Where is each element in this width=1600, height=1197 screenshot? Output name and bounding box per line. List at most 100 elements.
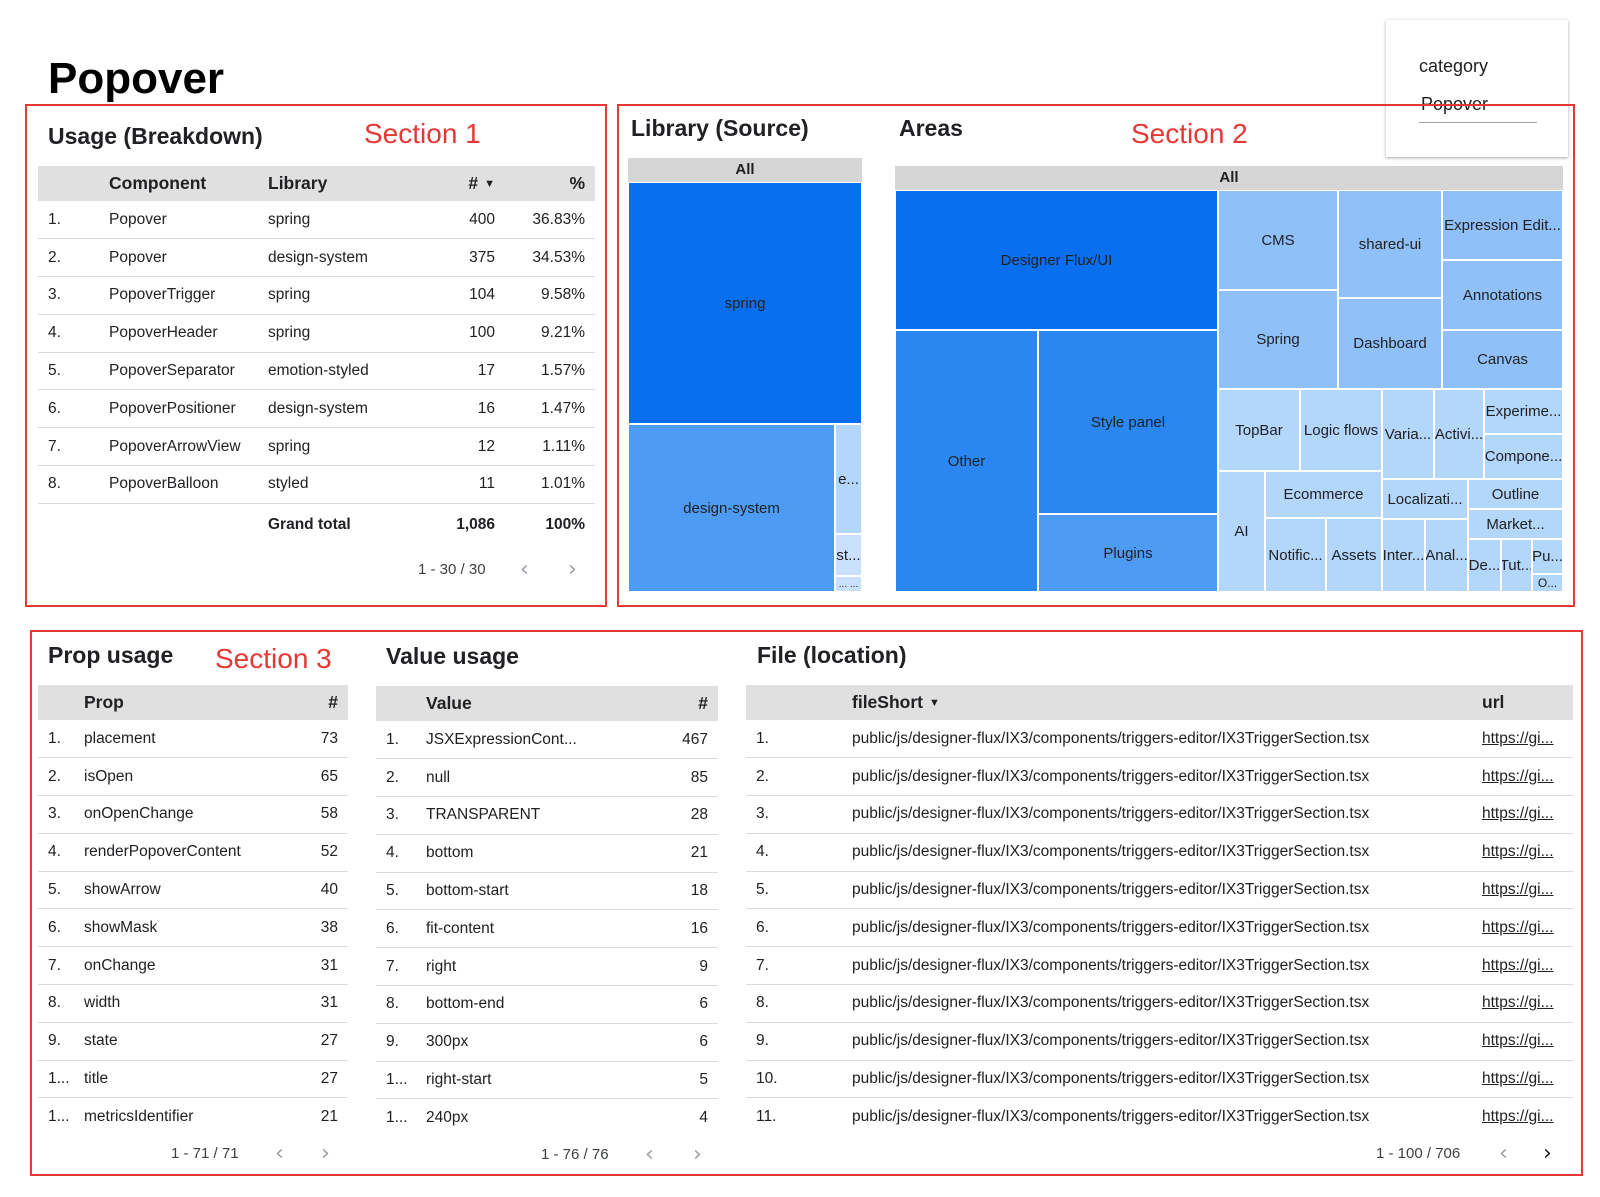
url-link[interactable]: https://gi... — [1482, 720, 1573, 759]
table-row[interactable]: 5. showArrow 40 — [38, 871, 348, 910]
table-row[interactable]: 2. Popover design-system 375 34.53% — [38, 238, 595, 278]
treemap-tile-dashboard[interactable]: Dashboard — [1338, 298, 1442, 389]
file-header-url[interactable]: url — [1482, 692, 1505, 712]
treemap-tile-cms[interactable]: CMS — [1218, 190, 1338, 290]
table-row[interactable]: 1. public/js/designer-flux/IX3/components… — [746, 720, 1573, 759]
table-row[interactable]: 3. PopoverTrigger spring 104 9.58% — [38, 276, 595, 315]
treemap-tile-designer-flux[interactable]: Designer Flux/UI — [895, 190, 1218, 330]
treemap-tile-de[interactable]: De... — [1468, 539, 1501, 592]
url-link[interactable]: https://gi... — [1482, 757, 1573, 797]
treemap-tile-notific[interactable]: Notific... — [1265, 518, 1326, 592]
chevron-right-icon[interactable]: › — [1543, 1141, 1552, 1166]
table-row[interactable]: 7. right 9 — [376, 947, 718, 987]
table-row[interactable]: 6. fit-content 16 — [376, 909, 718, 949]
url-link[interactable]: https://gi... — [1482, 908, 1573, 948]
treemap-tile-assets[interactable]: Assets — [1326, 518, 1382, 592]
table-row[interactable]: 2. isOpen 65 — [38, 757, 348, 797]
treemap-tile-expression-edit[interactable]: Expression Edit... — [1442, 190, 1563, 260]
treemap-tile-anal[interactable]: Anal... — [1425, 519, 1468, 592]
treemap-tile-shared-ui[interactable]: shared-ui — [1338, 190, 1442, 298]
table-row[interactable]: 1. Popover spring 400 36.83% — [38, 201, 595, 240]
table-row[interactable]: 2. public/js/designer-flux/IX3/components… — [746, 757, 1573, 797]
table-row[interactable]: 11. public/js/designer-flux/IX3/component… — [746, 1097, 1573, 1131]
chevron-left-icon[interactable]: ‹ — [520, 557, 529, 582]
table-row[interactable]: 9. public/js/designer-flux/IX3/components… — [746, 1022, 1573, 1061]
treemap-tile-spring[interactable]: Spring — [1218, 290, 1338, 389]
table-row[interactable]: 1... right-start 5 — [376, 1061, 718, 1100]
table-row[interactable]: 2. null 85 — [376, 758, 718, 798]
treemap-tile-plugins[interactable]: Plugins — [1038, 514, 1218, 592]
table-row[interactable]: 8. bottom-end 6 — [376, 985, 718, 1024]
treemap-tile-ai[interactable]: AI — [1218, 471, 1265, 592]
table-row[interactable]: 9. 300px 6 — [376, 1023, 718, 1062]
table-row[interactable]: 1... 240px 4 — [376, 1098, 718, 1131]
url-link[interactable]: https://gi... — [1482, 1060, 1573, 1099]
table-row[interactable]: 7. onChange 31 — [38, 946, 348, 986]
usage-header-count[interactable]: # ▼ — [438, 166, 505, 201]
treemap-tile-tut[interactable]: Tut... — [1501, 539, 1532, 592]
value-header-count[interactable]: # — [698, 693, 708, 713]
treemap-tile-st[interactable]: st... — [835, 534, 862, 576]
value-header-value[interactable]: Value — [426, 693, 472, 713]
table-row[interactable]: 6. showMask 38 — [38, 908, 348, 948]
chevron-right-icon[interactable]: › — [321, 1141, 330, 1166]
table-row[interactable]: 8. PopoverBalloon styled 11 1.01% — [38, 465, 595, 504]
table-row[interactable]: 1... title 27 — [38, 1060, 348, 1099]
table-row[interactable]: 8. public/js/designer-flux/IX3/components… — [746, 984, 1573, 1023]
table-row[interactable]: 8. width 31 — [38, 984, 348, 1023]
chevron-left-icon[interactable]: ‹ — [275, 1141, 284, 1166]
url-link[interactable]: https://gi... — [1482, 1022, 1573, 1061]
table-row[interactable]: 9. state 27 — [38, 1022, 348, 1061]
table-row[interactable]: 3. TRANSPARENT 28 — [376, 796, 718, 835]
library-treemap-root[interactable]: All — [628, 158, 862, 182]
treemap-tile-style-panel[interactable]: Style panel — [1038, 330, 1218, 514]
table-row[interactable]: 4. renderPopoverContent 52 — [38, 833, 348, 872]
treemap-tile-small[interactable]: ... ... — [835, 576, 862, 592]
chevron-right-icon[interactable]: › — [568, 557, 577, 582]
url-link[interactable]: https://gi... — [1482, 833, 1573, 872]
usage-header-component[interactable]: Component — [109, 173, 207, 193]
table-row[interactable]: 5. bottom-start 18 — [376, 872, 718, 911]
areas-treemap-root[interactable]: All — [895, 166, 1563, 190]
treemap-tile-e[interactable]: e... — [835, 424, 862, 534]
treemap-tile-pu[interactable]: Pu... — [1532, 539, 1563, 574]
url-link[interactable]: https://gi... — [1482, 795, 1573, 834]
table-row[interactable]: 6. PopoverPositioner design-system 16 1.47% — [38, 389, 595, 429]
url-link[interactable]: https://gi... — [1482, 946, 1573, 986]
treemap-tile-outline[interactable]: Outline — [1468, 479, 1563, 509]
table-row[interactable]: 7. PopoverArrowView spring 12 1.11% — [38, 427, 595, 467]
usage-header-library[interactable]: Library — [268, 173, 328, 193]
table-row[interactable]: 4. PopoverHeader spring 100 9.21% — [38, 314, 595, 353]
table-row[interactable]: 1. placement 73 — [38, 720, 348, 759]
url-link[interactable]: https://gi... — [1482, 1097, 1573, 1131]
treemap-tile-annotations[interactable]: Annotations — [1442, 260, 1563, 330]
table-row[interactable]: 3. onOpenChange 58 — [38, 795, 348, 834]
treemap-tile-canvas[interactable]: Canvas — [1442, 330, 1563, 389]
treemap-tile-topbar[interactable]: TopBar — [1218, 389, 1300, 471]
treemap-tile-o[interactable]: O... — [1532, 574, 1563, 592]
table-row[interactable]: 7. public/js/designer-flux/IX3/components… — [746, 946, 1573, 986]
treemap-tile-inter[interactable]: Inter... — [1382, 519, 1425, 592]
treemap-tile-spring[interactable]: spring — [628, 182, 862, 424]
url-link[interactable]: https://gi... — [1482, 871, 1573, 910]
file-header-file[interactable]: fileShort ▼ — [852, 685, 1482, 720]
treemap-tile-localizati[interactable]: Localizati... — [1382, 479, 1468, 519]
table-row[interactable]: 5. PopoverSeparator emotion-styled 17 1.57% — [38, 352, 595, 391]
treemap-tile-logic-flows[interactable]: Logic flows — [1300, 389, 1382, 471]
url-link[interactable]: https://gi... — [1482, 984, 1573, 1023]
treemap-tile-activi[interactable]: Activi... — [1434, 389, 1484, 479]
treemap-tile-compone[interactable]: Compone... — [1484, 434, 1563, 479]
prop-header-count[interactable]: # — [328, 692, 338, 712]
treemap-tile-other[interactable]: Other — [895, 330, 1038, 592]
treemap-tile-experime[interactable]: Experime... — [1484, 389, 1563, 434]
treemap-tile-ecommerce[interactable]: Ecommerce — [1265, 471, 1382, 518]
chevron-left-icon[interactable]: ‹ — [645, 1142, 654, 1167]
category-filter[interactable]: category Popover — [1386, 20, 1568, 157]
table-row[interactable]: 3. public/js/designer-flux/IX3/components… — [746, 795, 1573, 834]
table-row[interactable]: 1... metricsIdentifier 21 — [38, 1097, 348, 1131]
chevron-right-icon[interactable]: › — [693, 1142, 702, 1167]
treemap-tile-market[interactable]: Market... — [1468, 509, 1563, 539]
treemap-tile-design-system[interactable]: design-system — [628, 424, 835, 592]
prop-header-prop[interactable]: Prop — [84, 692, 124, 712]
treemap-tile-varia[interactable]: Varia... — [1382, 389, 1434, 479]
